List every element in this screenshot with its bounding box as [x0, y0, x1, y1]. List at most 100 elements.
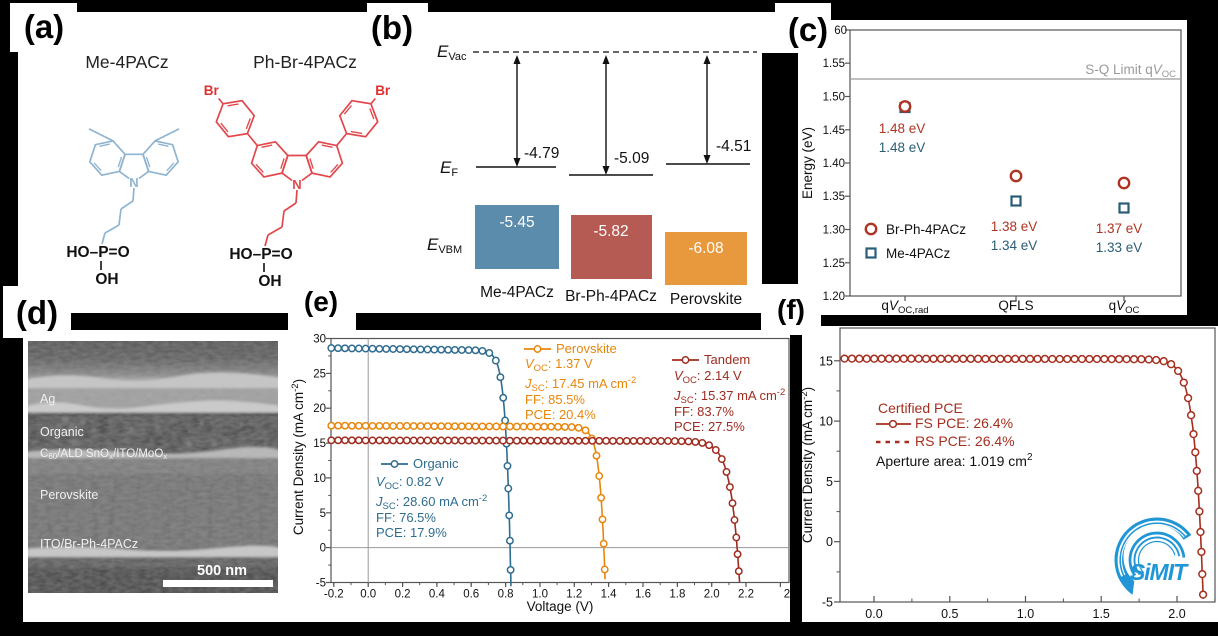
svg-text:Perovskite: Perovskite — [40, 488, 98, 502]
svg-text:5: 5 — [826, 475, 833, 489]
svg-text:1.48 eV: 1.48 eV — [879, 140, 926, 155]
svg-text:JSC: 17.45 mA cm-2: JSC: 17.45 mA cm-2 — [524, 375, 636, 394]
svg-text:0.8: 0.8 — [498, 589, 514, 601]
svg-text:Organic: Organic — [413, 456, 459, 471]
svg-text:1.34 eV: 1.34 eV — [991, 238, 1038, 253]
svg-text:0.4: 0.4 — [429, 589, 446, 601]
svg-text:1.4: 1.4 — [601, 589, 618, 601]
svg-text:Me-4PACz: Me-4PACz — [85, 52, 168, 72]
svg-text:30: 30 — [313, 334, 326, 346]
svg-text:1.45: 1.45 — [823, 125, 845, 137]
svg-text:2.0: 2.0 — [704, 589, 720, 601]
svg-text:OH: OH — [258, 273, 281, 290]
svg-text:1.38 eV: 1.38 eV — [991, 219, 1038, 234]
svg-text:500 nm: 500 nm — [197, 563, 247, 579]
svg-text:1.2: 1.2 — [566, 589, 582, 601]
svg-text:1.50: 1.50 — [823, 92, 845, 104]
svg-text:1.37 eV: 1.37 eV — [1096, 221, 1143, 236]
svg-text:Aperture area: 1.019 cm2: Aperture area: 1.019 cm2 — [876, 452, 1033, 469]
svg-text:(e): (e) — [304, 286, 338, 317]
svg-text:Ag: Ag — [40, 392, 55, 406]
svg-text:VOC: 1.37 V: VOC: 1.37 V — [525, 356, 593, 374]
svg-text:-5.45: -5.45 — [499, 214, 534, 231]
svg-text:Energy (eV): Energy (eV) — [800, 127, 815, 199]
svg-text:VOC: 0.82 V: VOC: 0.82 V — [376, 474, 444, 492]
svg-text:-5: -5 — [316, 578, 326, 590]
svg-text:PCE: 27.5%: PCE: 27.5% — [674, 419, 745, 434]
svg-text:FF: 83.7%: FF: 83.7% — [674, 404, 734, 419]
svg-text:1.0: 1.0 — [1017, 607, 1034, 621]
svg-text:-5: -5 — [822, 596, 833, 610]
svg-text:Certified PCE: Certified PCE — [878, 400, 963, 416]
svg-text:Perovskite: Perovskite — [670, 291, 742, 308]
svg-text:(b): (b) — [371, 9, 413, 46]
svg-text:Br: Br — [375, 83, 391, 98]
svg-text:-5.09: -5.09 — [614, 150, 649, 167]
svg-text:FF: 85.5%: FF: 85.5% — [525, 392, 585, 407]
svg-text:(d): (d) — [16, 294, 58, 331]
svg-text:N: N — [292, 177, 301, 192]
svg-text:1.20: 1.20 — [823, 291, 845, 303]
svg-text:FS PCE: 26.4%: FS PCE: 26.4% — [915, 415, 1013, 431]
svg-text:1.8: 1.8 — [669, 589, 685, 601]
svg-text:Br-Ph-4PACz: Br-Ph-4PACz — [565, 288, 657, 305]
svg-text:1.55: 1.55 — [823, 58, 845, 70]
svg-text:RS PCE: 26.4%: RS PCE: 26.4% — [915, 433, 1015, 449]
svg-text:15: 15 — [313, 438, 326, 450]
svg-text:0.0: 0.0 — [360, 589, 376, 601]
svg-text:0: 0 — [826, 535, 833, 549]
svg-text:0.0: 0.0 — [865, 607, 882, 621]
svg-text:HO–P=O: HO–P=O — [229, 246, 292, 263]
svg-text:-4.79: -4.79 — [524, 145, 559, 162]
svg-text:5: 5 — [320, 508, 326, 520]
svg-text:1.6: 1.6 — [635, 589, 651, 601]
svg-text:Organic: Organic — [40, 425, 84, 439]
svg-text:Voltage (V): Voltage (V) — [527, 599, 594, 614]
svg-text:1.0: 1.0 — [532, 589, 548, 601]
svg-text:SiMIT: SiMIT — [1130, 559, 1189, 585]
svg-text:25: 25 — [313, 368, 326, 380]
svg-text:OH: OH — [95, 271, 118, 288]
svg-text:Me-4PACz: Me-4PACz — [886, 246, 951, 261]
svg-text:10: 10 — [313, 473, 326, 485]
svg-text:1.48 eV: 1.48 eV — [879, 121, 926, 136]
svg-text:1.33 eV: 1.33 eV — [1096, 240, 1143, 255]
svg-text:VOC: 2.14 V: VOC: 2.14 V — [674, 368, 742, 386]
svg-text:(c): (c) — [788, 11, 828, 48]
svg-text:0.6: 0.6 — [463, 589, 479, 601]
svg-text:Br-Ph-4PACz: Br-Ph-4PACz — [886, 222, 966, 237]
svg-text:1.25: 1.25 — [823, 258, 845, 270]
svg-text:1.35: 1.35 — [823, 191, 845, 203]
svg-text:2.2: 2.2 — [738, 589, 754, 601]
svg-text:Current Density (mA cm-2): Current Density (mA cm-2) — [290, 379, 306, 535]
svg-text:0: 0 — [320, 543, 326, 555]
svg-text:15: 15 — [819, 354, 833, 368]
svg-text:Ph-Br-4PACz: Ph-Br-4PACz — [253, 52, 357, 72]
svg-text:FF: 76.5%: FF: 76.5% — [376, 510, 436, 525]
svg-text:1.30: 1.30 — [823, 225, 845, 237]
svg-text:Tandem: Tandem — [704, 352, 750, 367]
svg-text:1.40: 1.40 — [823, 158, 845, 170]
svg-text:Current Density (mA cm-2): Current Density (mA cm-2) — [799, 387, 815, 543]
svg-text:-4.51: -4.51 — [716, 138, 751, 155]
svg-text:20: 20 — [313, 403, 326, 415]
svg-text:0.5: 0.5 — [941, 607, 958, 621]
svg-text:QFLS: QFLS — [998, 298, 1033, 313]
svg-text:-6.08: -6.08 — [688, 240, 723, 257]
svg-text:1.5: 1.5 — [1093, 607, 1110, 621]
svg-text:Me-4PACz: Me-4PACz — [480, 284, 554, 301]
svg-text:ITO/Br-Ph-4PACz: ITO/Br-Ph-4PACz — [40, 537, 138, 551]
svg-text:PCE: 20.4%: PCE: 20.4% — [525, 407, 596, 422]
svg-text:(a): (a) — [24, 8, 64, 45]
svg-text:Perovskite: Perovskite — [556, 341, 617, 356]
svg-text:2.0: 2.0 — [1168, 607, 1185, 621]
svg-text:60: 60 — [834, 25, 847, 37]
svg-text:C60/ALD SnOx/ITO/MoOx: C60/ALD SnOx/ITO/MoOx — [40, 448, 167, 461]
svg-text:PCE: 17.9%: PCE: 17.9% — [376, 525, 447, 540]
svg-text:0.2: 0.2 — [395, 589, 411, 601]
svg-text:JSC: 28.60 mA cm-2: JSC: 28.60 mA cm-2 — [375, 493, 487, 512]
svg-text:HO–P=O: HO–P=O — [66, 244, 129, 261]
svg-text:Br: Br — [204, 83, 220, 98]
svg-text:N: N — [129, 175, 138, 190]
svg-text:-0.2: -0.2 — [324, 589, 344, 601]
